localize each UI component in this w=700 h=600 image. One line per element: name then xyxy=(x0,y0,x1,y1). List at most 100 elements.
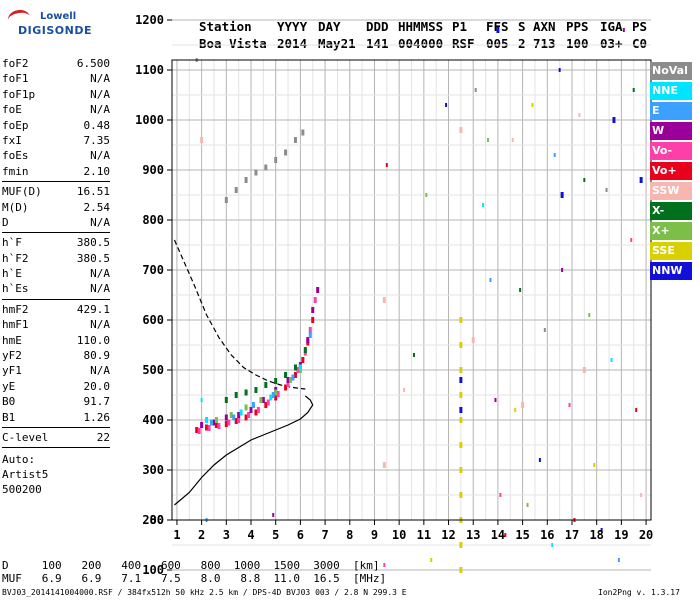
series-SSW xyxy=(200,127,586,468)
echo-point xyxy=(244,389,248,396)
divider xyxy=(2,426,110,428)
noise-point xyxy=(531,103,534,107)
x-tick-label: 12 xyxy=(441,528,455,542)
y-tick-label: 700 xyxy=(142,263,164,277)
echo-point xyxy=(207,425,211,431)
plot-frame xyxy=(171,59,652,521)
echo-point xyxy=(224,397,228,403)
x-tick-label: 2 xyxy=(198,528,205,542)
x-tick-label: 14 xyxy=(491,528,505,542)
y-tick-label: 400 xyxy=(142,413,164,427)
plot-axes: 1 2 3 4 5 6 7 8 9 10 11 12 13 14 15 16 17 18 19 20801002003… xyxy=(135,13,653,577)
param-value: 2.54 xyxy=(83,200,111,214)
noise-point xyxy=(482,203,485,207)
direction-legend: NoVal NNE E W Vo- Vo+ SSW X- X+ SSE NNW xyxy=(650,62,692,282)
noise-point xyxy=(583,178,586,182)
echo-point xyxy=(291,374,295,381)
noise-point xyxy=(622,28,625,32)
echo-point xyxy=(195,427,199,433)
echo-point xyxy=(214,422,218,428)
noise-point xyxy=(474,88,477,92)
x-tick-label: 1 xyxy=(173,528,180,542)
noise-point xyxy=(445,103,448,107)
noise-point xyxy=(635,408,638,412)
series-X- xyxy=(224,347,307,403)
echo-point xyxy=(264,382,268,388)
echo-point xyxy=(200,137,204,143)
echo-point xyxy=(229,412,233,418)
divider xyxy=(2,447,110,449)
logo-line2: DIGISONDE xyxy=(18,24,92,37)
param-name: hmF1 xyxy=(2,318,29,332)
echo-point xyxy=(274,157,278,163)
x-tick-label: 6 xyxy=(297,528,304,542)
x-tick-label: 16 xyxy=(540,528,554,542)
param-row: hmF2 429.1 xyxy=(2,302,110,317)
echo-point xyxy=(521,402,525,408)
y-tick-label: 1100 xyxy=(135,63,164,77)
param-row: foF1p N/A xyxy=(2,87,110,102)
echo-point xyxy=(289,377,293,383)
param-name: yE xyxy=(2,379,16,393)
param-name: fmin xyxy=(2,164,29,178)
echo-point xyxy=(293,372,297,378)
y-tick-label: 900 xyxy=(142,163,164,177)
param-row: yF2 80.9 xyxy=(2,348,110,363)
param-value: N/A xyxy=(90,267,110,281)
scaled-parameters-panel: foF2 6.500 foF1 N/A foF1p N/A foE N/A foEp 0.… xyxy=(2,56,110,497)
dashed-trace-line xyxy=(173,239,306,390)
series-NNW xyxy=(459,27,643,413)
param-row: yF1 N/A xyxy=(2,363,110,378)
param-row: M(D) 2.54 xyxy=(2,200,110,215)
param-row: hmE 110.0 xyxy=(2,333,110,348)
echo-point xyxy=(244,414,248,421)
param-row: fmin 2.10 xyxy=(2,164,110,179)
param-name: h`E xyxy=(2,267,22,281)
noise-point xyxy=(425,193,428,197)
header-label: FFS xyxy=(486,19,509,34)
header-value: C0 xyxy=(632,36,648,51)
noise-point xyxy=(200,398,203,402)
y-tick-label: 100 xyxy=(142,563,164,577)
echo-point xyxy=(459,417,463,423)
x-tick-label: 15 xyxy=(515,528,529,542)
echo-point xyxy=(459,442,463,448)
param-value: N/A xyxy=(90,282,110,296)
echo-point xyxy=(316,287,320,293)
echo-point xyxy=(266,399,270,406)
echo-point xyxy=(459,407,463,413)
param-value: 6.500 xyxy=(76,57,110,70)
param-row: hmF1 N/A xyxy=(2,317,110,332)
noise-point xyxy=(385,163,388,167)
digisonde-logo: Lowell DIGISONDE xyxy=(6,8,91,40)
x-tick-label: 9 xyxy=(371,528,378,542)
logo-line1: Lowell xyxy=(40,11,77,22)
echo-point xyxy=(459,342,463,348)
header-label: P1 xyxy=(452,19,468,34)
noise-point xyxy=(272,513,275,517)
echo-point xyxy=(639,177,643,183)
header-label: IGA xyxy=(600,19,623,34)
param-row: MUF(D) 16.51 xyxy=(2,184,110,199)
header-label: PPS xyxy=(566,19,589,34)
echo-point xyxy=(249,407,253,413)
param-value: N/A xyxy=(90,72,110,86)
muf-table-distance-row: D 100 200 400 600 800 1000 1500 3000 [km… xyxy=(2,559,380,572)
x-tick-label: 10 xyxy=(392,528,406,542)
echo-point xyxy=(232,414,236,421)
y-tick-label: 300 xyxy=(142,463,164,477)
echo-point xyxy=(471,337,475,343)
echo-point xyxy=(293,137,297,143)
echo-point xyxy=(205,424,209,431)
echo-point xyxy=(459,542,463,548)
echo-points xyxy=(195,27,643,573)
noise-point xyxy=(568,403,571,407)
param-name: foEs xyxy=(2,149,29,163)
echo-point xyxy=(382,462,386,468)
series-NoVal xyxy=(224,129,305,203)
echo-point xyxy=(254,409,258,416)
echo-point xyxy=(237,412,241,418)
legend-item: NoVal xyxy=(650,62,692,80)
legend-item: Vo- xyxy=(650,142,692,160)
param-value: 429.1 xyxy=(76,302,110,316)
